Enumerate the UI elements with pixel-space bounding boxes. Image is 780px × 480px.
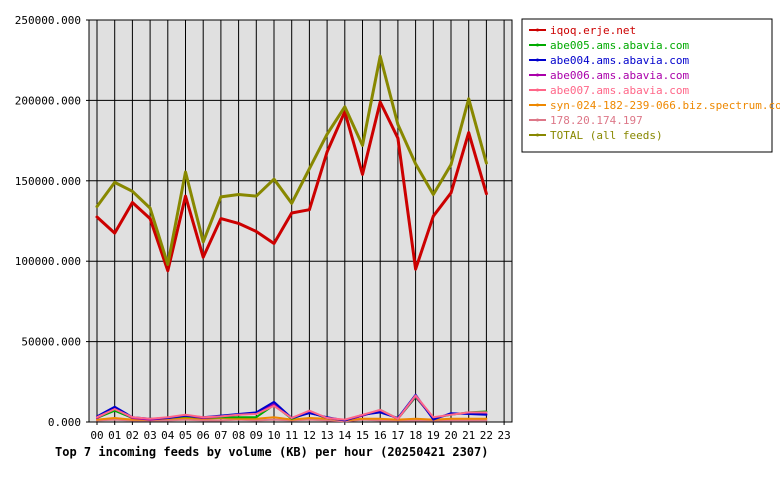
- x-tick-label: 09: [250, 429, 263, 442]
- x-tick-label: 14: [338, 429, 352, 442]
- series-lines: [95, 54, 488, 423]
- legend-label: abe007.ams.abavia.com: [550, 84, 689, 97]
- legend-swatch-dot: [536, 73, 539, 77]
- x-tick-label: 16: [374, 429, 387, 442]
- x-tick-label: 02: [126, 429, 139, 442]
- y-tick-label: 150000.000: [15, 175, 81, 188]
- x-tick-label: 18: [409, 429, 422, 442]
- x-tick-label: 04: [161, 429, 175, 442]
- x-tick-label: 15: [356, 429, 369, 442]
- y-tick-label: 100000.000: [15, 255, 81, 268]
- legend-label: TOTAL (all feeds): [550, 129, 663, 142]
- x-axis-ticks: 00 01 02 03 04 05 06 07 08 09 10 11 12 13 14 15 16 17 18 19…: [90, 422, 511, 442]
- x-tick-label: 00: [90, 429, 103, 442]
- legend-label: abe006.ams.abavia.com: [550, 69, 689, 82]
- legend-swatch-dot: [536, 58, 539, 62]
- plot-area: [88, 19, 513, 423]
- legend-label: iqoq.erje.net: [550, 24, 636, 37]
- series-line-4: [96, 394, 488, 421]
- x-tick-label: 08: [232, 429, 245, 442]
- y-tick-label: 50000.000: [21, 336, 81, 349]
- y-tick-label: 0.000: [48, 416, 81, 429]
- legend-swatch-dot: [536, 43, 539, 47]
- legend-box: [521, 18, 773, 153]
- x-tick-label: 21: [462, 429, 475, 442]
- legend-label: abe005.ams.abavia.com: [550, 39, 689, 52]
- legend-swatch-dot: [536, 118, 539, 122]
- chart-title: Top 7 incoming feeds by volume (KB) per …: [55, 445, 488, 459]
- legend-label: syn-024-182-239-066.biz.spectrum.com: [550, 99, 780, 112]
- legend-swatch-dot: [536, 103, 539, 107]
- x-tick-label: 13: [320, 429, 333, 442]
- x-tick-label: 07: [214, 429, 227, 442]
- legend-label: abe004.ams.abavia.com: [550, 54, 689, 67]
- x-tick-label: 05: [179, 429, 192, 442]
- x-tick-label: 22: [480, 429, 493, 442]
- x-tick-label: 23: [497, 429, 510, 442]
- x-tick-label: 17: [391, 429, 404, 442]
- x-tick-label: 12: [303, 429, 316, 442]
- y-tick-label: 200000.000: [15, 94, 81, 107]
- x-tick-label: 20: [444, 429, 457, 442]
- y-axis-ticks: 0.000 50000.000 100000.000 150000.000 200000…: [15, 14, 89, 429]
- legend-swatch-dot: [536, 133, 539, 137]
- legend: iqoq.erje.net abe005.ams.abavia.com abe004…: [521, 18, 780, 153]
- x-tick-label: 11: [285, 429, 298, 442]
- x-tick-label: 03: [143, 429, 156, 442]
- x-tick-label: 19: [427, 429, 440, 442]
- legend-swatch-dot: [536, 28, 539, 32]
- legend-swatch-dot: [536, 88, 539, 92]
- x-tick-label: 06: [197, 429, 210, 442]
- y-tick-label: 250000.000: [15, 14, 81, 27]
- series-line-0: [95, 100, 488, 273]
- x-tick-label: 10: [267, 429, 280, 442]
- series-line-7: [95, 54, 488, 266]
- x-tick-label: 01: [108, 429, 121, 442]
- legend-label: 178.20.174.197: [550, 114, 643, 127]
